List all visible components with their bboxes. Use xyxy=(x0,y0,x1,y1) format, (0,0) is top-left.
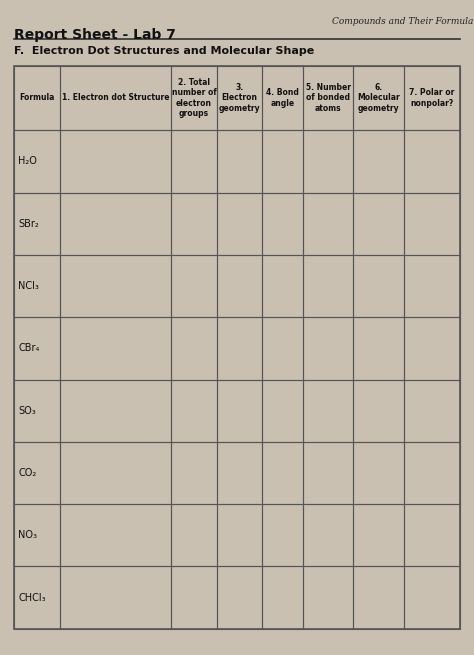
Text: CHCl₃: CHCl₃ xyxy=(18,593,46,603)
Text: H₂O: H₂O xyxy=(18,157,37,166)
Text: 5. Number
of bonded
atoms: 5. Number of bonded atoms xyxy=(306,83,351,113)
Text: 2. Total
number of
electron
groups: 2. Total number of electron groups xyxy=(172,78,216,118)
Text: Compounds and Their Formula: Compounds and Their Formula xyxy=(332,17,473,26)
Text: 3.
Electron
geometry: 3. Electron geometry xyxy=(219,83,260,113)
Text: SO₃: SO₃ xyxy=(18,405,36,416)
Text: Formula: Formula xyxy=(19,94,55,102)
Text: CBr₄: CBr₄ xyxy=(18,343,39,354)
Text: F.  Electron Dot Structures and Molecular Shape: F. Electron Dot Structures and Molecular… xyxy=(14,46,314,56)
Text: NO₃: NO₃ xyxy=(18,531,37,540)
Text: 7. Polar or
nonpolar?: 7. Polar or nonpolar? xyxy=(409,88,455,107)
Text: CO₂: CO₂ xyxy=(18,468,36,478)
Text: 4. Bond
angle: 4. Bond angle xyxy=(266,88,299,107)
Text: 6.
Molecular
geometry: 6. Molecular geometry xyxy=(357,83,400,113)
Text: 1. Electron dot Structure: 1. Electron dot Structure xyxy=(62,94,169,102)
Text: NCl₃: NCl₃ xyxy=(18,281,39,291)
Text: Report Sheet - Lab 7: Report Sheet - Lab 7 xyxy=(14,28,176,42)
Text: SBr₂: SBr₂ xyxy=(18,219,39,229)
